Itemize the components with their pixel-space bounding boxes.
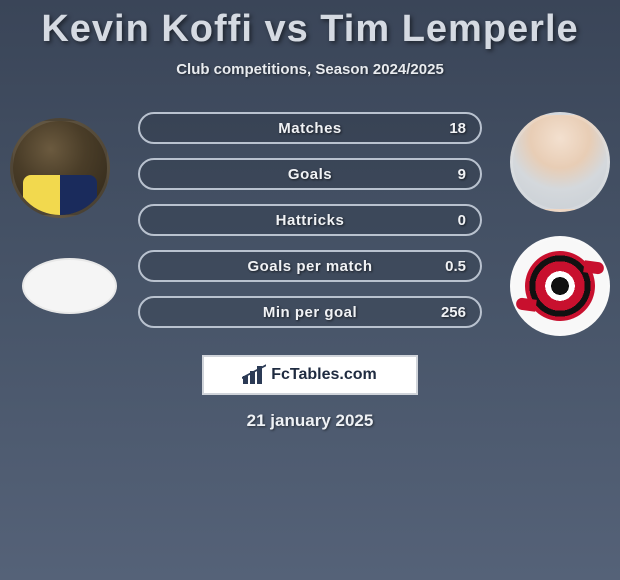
stat-value: 0 — [458, 206, 466, 234]
stat-row-matches: Matches 18 — [138, 112, 482, 144]
stat-label: Goals — [140, 160, 480, 188]
stat-row-goals-per-match: Goals per match 0.5 — [138, 250, 482, 282]
brand-text: FcTables.com — [271, 366, 377, 384]
stat-bars: Matches 18 Goals 9 Hattricks 0 Goals per… — [138, 112, 482, 342]
stat-value: 0.5 — [445, 252, 466, 280]
page-subtitle: Club competitions, Season 2024/2025 — [0, 61, 620, 78]
page-title: Kevin Koffi vs Tim Lemperle — [0, 0, 620, 51]
stat-label: Hattricks — [140, 206, 480, 234]
chart-icon — [243, 366, 265, 384]
snapshot-date: 21 january 2025 — [0, 411, 620, 431]
stat-row-min-per-goal: Min per goal 256 — [138, 296, 482, 328]
stat-label: Matches — [140, 114, 480, 142]
club-right-logo — [510, 236, 610, 336]
brand-attribution: FcTables.com — [202, 355, 418, 395]
player-left-avatar — [10, 118, 110, 218]
club-left-logo — [22, 258, 117, 314]
stats-area: Matches 18 Goals 9 Hattricks 0 Goals per… — [0, 108, 620, 343]
stat-value: 256 — [441, 298, 466, 326]
hurricane-icon — [518, 244, 601, 327]
stat-value: 9 — [458, 160, 466, 188]
stat-row-goals: Goals 9 — [138, 158, 482, 190]
stat-value: 18 — [449, 114, 466, 142]
stat-row-hattricks: Hattricks 0 — [138, 204, 482, 236]
stat-label: Goals per match — [140, 252, 480, 280]
stat-label: Min per goal — [140, 298, 480, 326]
player-right-avatar — [510, 112, 610, 212]
